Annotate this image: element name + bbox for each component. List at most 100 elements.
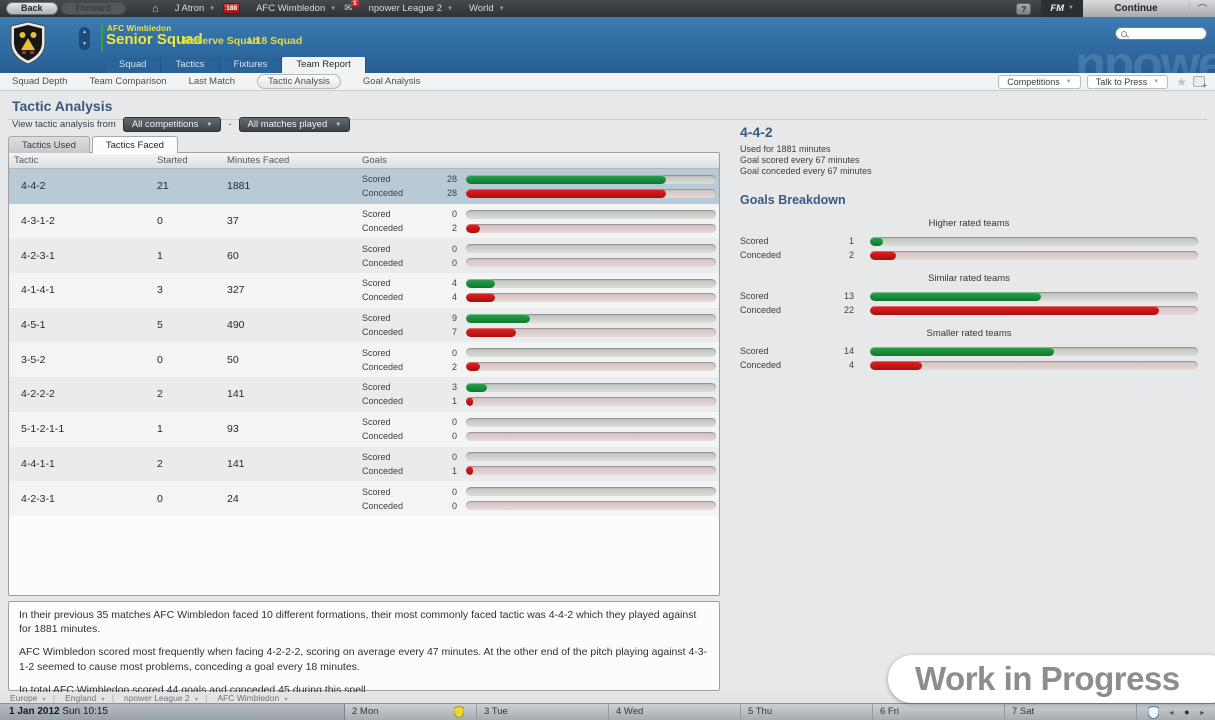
- subnav-squad-depth[interactable]: Squad Depth: [12, 76, 68, 87]
- summary-paragraph: In their previous 35 matches AFC Wimbled…: [19, 609, 697, 636]
- minutes-faced: 141: [227, 457, 245, 470]
- tab-team-report[interactable]: Team Report: [282, 57, 366, 73]
- conceded-bar: [870, 305, 1198, 315]
- col-goals[interactable]: Goals: [362, 155, 387, 166]
- conceded-bar: [466, 258, 716, 268]
- conceded-value: 4: [848, 360, 854, 370]
- table-row[interactable]: 4-1-4-1 3 327 Scored 4 Conceded 4: [9, 273, 719, 308]
- tab-tactics[interactable]: Tactics: [161, 57, 220, 73]
- forward-button[interactable]: Forward: [60, 2, 127, 15]
- notification-badge[interactable]: 188: [223, 3, 241, 14]
- conceded-label: Conceded: [740, 305, 782, 315]
- calendar-day[interactable]: 7 Sat: [1005, 704, 1137, 720]
- tactic-name: 4-2-2-2: [21, 388, 55, 401]
- col-minutes-faced[interactable]: Minutes Faced: [227, 155, 290, 166]
- competitions-label: Competitions: [1007, 76, 1060, 87]
- table-row[interactable]: 5-1-2-1-1 1 93 Scored 0 Conceded 0: [9, 411, 719, 447]
- detail-line: Goal conceded every 67 minutes: [740, 166, 872, 176]
- calendar-day[interactable]: 4 Wed: [609, 704, 741, 720]
- table-row[interactable]: 4-3-1-2 0 37 Scored 0 Conceded 2: [9, 203, 719, 239]
- world-menu[interactable]: World ▼: [469, 3, 505, 14]
- league-menu[interactable]: npower League 2 ▼: [369, 3, 453, 14]
- competitions-dropdown[interactable]: Competitions ▼: [998, 74, 1081, 89]
- col-tactic[interactable]: Tactic: [14, 155, 39, 166]
- add-note-icon[interactable]: [1193, 76, 1207, 90]
- club-color-accent: [101, 24, 103, 52]
- table-row[interactable]: 4-2-3-1 1 60 Scored 0 Conceded 0: [9, 238, 719, 274]
- help-button[interactable]: ?: [1016, 2, 1032, 15]
- breadcrumb-england[interactable]: England ▼: [65, 693, 106, 703]
- continue-button[interactable]: Continue: [1114, 3, 1158, 14]
- goals-cell: Scored 0 Conceded 1: [362, 452, 719, 476]
- breadcrumb-league[interactable]: npower League 2 ▼: [124, 693, 199, 703]
- table-row[interactable]: 4-2-2-2 2 141 Scored 3 Conceded 1: [9, 377, 719, 412]
- manager-menu[interactable]: J Atron ▼: [175, 3, 216, 14]
- tab-fixtures[interactable]: Fixtures: [219, 57, 283, 73]
- minutes-faced: 1881: [227, 180, 251, 193]
- calendar-controls: ◂ ● ▸: [1137, 704, 1215, 720]
- tactic-name: 4-2-3-1: [21, 492, 55, 505]
- home-icon[interactable]: ⌂: [152, 2, 159, 15]
- back-button[interactable]: Back: [6, 2, 58, 15]
- minutes-faced: 24: [227, 492, 239, 505]
- competitions-filter[interactable]: All competitions ▼: [122, 117, 222, 132]
- u18-squad-link[interactable]: U18 Squad: [248, 35, 303, 47]
- breadcrumb-club[interactable]: AFC Wimbledon ▼: [217, 693, 288, 703]
- rewind-icon[interactable]: ◂: [1169, 707, 1174, 717]
- mail-icon[interactable]: ✉ 1: [344, 0, 359, 14]
- fm-menu[interactable]: FM ▼: [1041, 0, 1083, 17]
- club-header: npower ▲▼ AFC Wimbledon Senior Squad Res…: [0, 17, 1215, 73]
- table-row[interactable]: 3-5-2 0 50 Scored 0 Conceded 2: [9, 342, 719, 378]
- scored-label: Scored: [362, 417, 391, 428]
- search-icon: [1121, 30, 1127, 37]
- day-label: 5 Thu: [748, 706, 773, 717]
- competition-shield-icon: [1147, 705, 1159, 719]
- pause-icon[interactable]: ●: [1184, 707, 1190, 717]
- scored-bar: [466, 382, 716, 392]
- calendar-day[interactable]: 6 Fri: [873, 704, 1005, 720]
- conceded-value: 2: [451, 223, 457, 234]
- goals-cell: Scored 0 Conceded 0: [362, 487, 719, 511]
- conceded-label: Conceded: [362, 361, 404, 372]
- calendar-day[interactable]: 2 Mon: [345, 704, 477, 720]
- subnav-goal-analysis[interactable]: Goal Analysis: [362, 76, 421, 87]
- conceded-value: 2: [451, 361, 457, 372]
- talk-to-press-dropdown[interactable]: Talk to Press ▼: [1086, 74, 1169, 89]
- calendar-day[interactable]: 3 Tue: [477, 704, 609, 720]
- press-label: Talk to Press: [1095, 76, 1148, 87]
- tab-squad[interactable]: Squad: [105, 57, 162, 73]
- breakdown-section: Smaller rated teams Scored 14 Conceded 4: [740, 328, 1198, 372]
- breadcrumb-europe[interactable]: Europe ▼: [10, 693, 47, 703]
- table-row[interactable]: 4-4-1-1 2 141 Scored 0 Conceded 1: [9, 446, 719, 482]
- breadcrumb-label: npower League 2: [123, 692, 190, 703]
- conceded-label: Conceded: [740, 360, 782, 370]
- current-date[interactable]: 1 Jan 2012 Sun 10:15: [0, 704, 345, 720]
- chevron-down-icon: ▼: [206, 121, 213, 128]
- subnav-team-comparison[interactable]: Team Comparison: [89, 76, 167, 87]
- main-tabs: Squad Tactics Fixtures Team Report: [105, 57, 366, 73]
- minutes-faced: 327: [227, 284, 245, 297]
- breakdown-section: Similar rated teams Scored 13 Conceded 2…: [740, 273, 1198, 317]
- fast-forward-icon[interactable]: ▸: [1200, 707, 1205, 717]
- col-started[interactable]: Started: [157, 155, 188, 166]
- collapse-arrow-icon[interactable]: ⌒: [1189, 1, 1215, 16]
- tab-tactics-used[interactable]: Tactics Used: [8, 136, 90, 153]
- breakdown-sections: Higher rated teams Scored 1 Conceded 2 S…: [740, 218, 1198, 372]
- squad-stepper[interactable]: ▲ ▼: [79, 27, 90, 50]
- table-row[interactable]: 4-4-2 21 1881 Scored 28 Conceded 28: [9, 169, 719, 204]
- subnav-last-match[interactable]: Last Match: [188, 76, 236, 87]
- scored-label: Scored: [362, 486, 391, 497]
- chevron-down-icon: ▼: [335, 121, 342, 128]
- search-input[interactable]: [1115, 27, 1207, 40]
- calendar-day[interactable]: 5 Thu: [741, 704, 873, 720]
- tab-tactics-faced[interactable]: Tactics Faced: [91, 136, 178, 154]
- reserve-squad-link[interactable]: Reserve Squad: [183, 35, 259, 47]
- subnav-tactic-analysis[interactable]: Tactic Analysis: [257, 74, 341, 89]
- table-row[interactable]: 4-2-3-1 0 24 Scored 0 Conceded 0: [9, 481, 719, 516]
- favourite-star-icon[interactable]: ★: [1176, 74, 1187, 89]
- club-menu[interactable]: AFC Wimbledon ▼: [256, 3, 336, 14]
- scored-bar: [870, 236, 1198, 246]
- table-row[interactable]: 4-5-1 5 490 Scored 9 Conceded 7: [9, 307, 719, 343]
- scored-value: 28: [446, 174, 457, 185]
- matches-filter[interactable]: All matches played ▼: [238, 117, 351, 132]
